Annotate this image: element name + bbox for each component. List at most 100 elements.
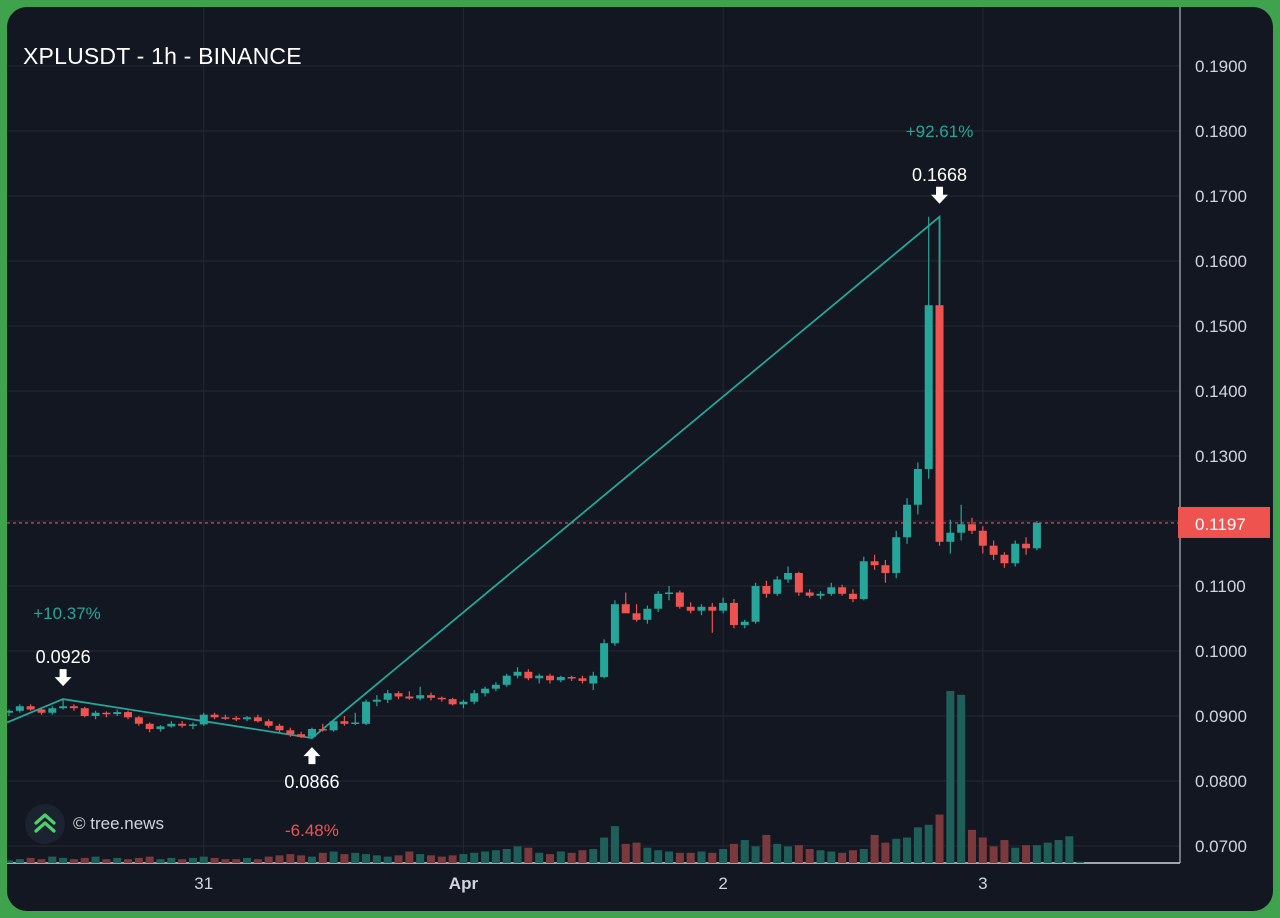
volume-bar (15, 859, 24, 863)
volume-bar (318, 852, 327, 863)
change-label: +10.37% (33, 604, 101, 623)
price-axis[interactable]: 0.1900 0.1800 0.1700 0.1600 0.1500 0.1400 0.13… (1195, 57, 1247, 856)
candlestick-chart[interactable]: 0.0926 +10.37% 0.0866 -6.48% 0.1668 +92.61% 0… (7, 7, 1273, 911)
volume-bar (870, 834, 879, 863)
candle (697, 606, 706, 611)
x-tick-label: 3 (978, 874, 987, 893)
volume-bar (859, 848, 868, 863)
volume-bar (924, 824, 933, 863)
candle (80, 708, 89, 716)
volume-bar (481, 851, 490, 863)
candle (48, 708, 57, 713)
y-tick-label: 0.1700 (1195, 187, 1247, 206)
candle (459, 701, 468, 705)
candle (426, 695, 435, 698)
y-tick-label: 0.1900 (1195, 57, 1247, 76)
candle (470, 693, 479, 702)
candle (243, 717, 252, 720)
volume-bar (1043, 842, 1052, 863)
candle (708, 606, 717, 611)
price-label: 0.0926 (36, 647, 91, 667)
candle (491, 684, 500, 689)
candle (989, 545, 998, 555)
candle (892, 537, 901, 573)
candle (124, 712, 133, 718)
chart-title: XPLUSDT - 1h - BINANCE (23, 43, 302, 69)
volume-bar (513, 846, 522, 863)
volume-bar (697, 851, 706, 863)
candle (416, 695, 425, 699)
candle (134, 717, 143, 724)
candle (383, 693, 392, 700)
volume-bar (275, 855, 284, 863)
volume-bar (394, 855, 403, 863)
candle (210, 714, 219, 718)
candle (113, 712, 122, 715)
volume-bar (69, 859, 78, 863)
volume-bar (957, 694, 966, 863)
volume-bar (773, 843, 782, 863)
swing-line (7, 214, 941, 740)
volume-bar (448, 855, 457, 863)
candle (610, 604, 619, 644)
volume-bar (838, 852, 847, 863)
candle (784, 573, 793, 580)
volume-bar (946, 691, 955, 863)
candle (675, 592, 684, 607)
volume-bar (102, 859, 111, 863)
volume-bar (654, 850, 663, 863)
candle (1032, 522, 1041, 549)
arrow-down-icon (931, 186, 949, 204)
candle (935, 305, 944, 542)
candle (589, 675, 598, 684)
y-tick-label: 0.0900 (1195, 707, 1247, 726)
candle (188, 724, 197, 726)
volume-bar (567, 852, 576, 863)
candle (643, 608, 652, 620)
volume-bar (48, 856, 57, 863)
volume-bar (600, 837, 609, 863)
volume-bar (805, 848, 814, 863)
candle (362, 701, 371, 724)
time-axis[interactable]: 31 Apr 2 3 (194, 874, 987, 893)
volume-bar (546, 854, 554, 863)
candle (621, 604, 630, 614)
candle (329, 721, 338, 731)
candle (1022, 543, 1031, 549)
candle (751, 586, 760, 622)
y-tick-label: 0.1400 (1195, 382, 1247, 401)
volume-bar (426, 855, 435, 863)
candle (437, 697, 446, 700)
candle (838, 587, 847, 594)
volume-bar (253, 859, 262, 863)
candle (145, 723, 154, 729)
volume-bar (827, 851, 836, 863)
candle (264, 721, 273, 726)
candle (924, 305, 933, 469)
volume-bar (892, 838, 901, 863)
y-tick-label: 0.0800 (1195, 772, 1247, 791)
brand-text: © tree.news (73, 814, 164, 833)
candle (405, 696, 414, 699)
volume-bar (7, 860, 13, 863)
candle (307, 729, 316, 737)
volume-bar (167, 857, 176, 863)
volume-bar (124, 859, 133, 863)
candle (15, 706, 24, 711)
volume-bar (610, 826, 619, 863)
volume-bar (556, 851, 565, 863)
volume-bar (372, 855, 381, 863)
candle (567, 677, 576, 679)
volume-bar (156, 859, 165, 863)
volume-bar (848, 850, 857, 863)
volume-bar (113, 857, 122, 863)
volume-bar (1054, 840, 1063, 863)
volume-bar (243, 857, 252, 863)
candle (232, 717, 241, 720)
volume-bar (134, 857, 143, 863)
y-tick-label: 0.0700 (1195, 837, 1247, 856)
volume-bar (470, 852, 479, 863)
volume-bar (59, 857, 68, 863)
candle (199, 714, 208, 725)
candle (546, 675, 554, 681)
